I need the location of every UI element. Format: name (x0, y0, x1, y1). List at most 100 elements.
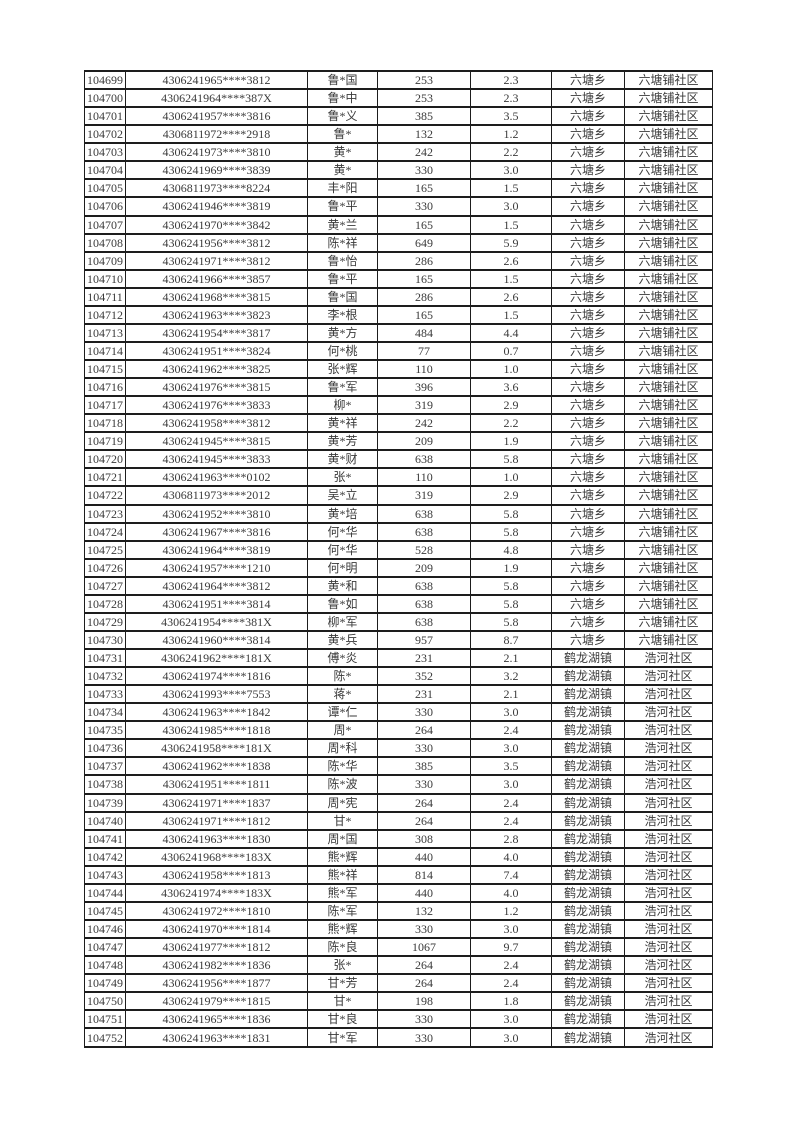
cell-amount: 264 (377, 792, 471, 813)
cell-name: 黄*方 (307, 322, 378, 343)
table-row: 104712 4306241963****3823 李*根 165 1.5 六塘乡 六塘铺社… (84, 304, 713, 325)
cell-serial-number: 104717 (84, 395, 126, 416)
cell-serial-number: 104749 (84, 973, 126, 994)
cell-name: 黄*培 (307, 503, 378, 524)
cell-rate: 5.8 (470, 503, 552, 524)
cell-community: 六塘铺社区 (624, 250, 713, 271)
cell-serial-number: 104730 (84, 629, 126, 651)
cell-masked-id: 4306241973****3810 (125, 142, 308, 163)
cell-name: 鲁*怡 (307, 250, 378, 271)
table-row: 104721 4306241963****0102 张* 110 1.0 六塘乡 六塘铺社区 (84, 467, 713, 488)
cell-rate: 3.5 (470, 106, 552, 127)
cell-serial-number: 104716 (84, 377, 126, 398)
cell-township: 鹤龙湖镇 (551, 810, 625, 831)
cell-township: 鹤龙湖镇 (551, 1027, 625, 1048)
cell-name: 黄*兰 (307, 214, 378, 235)
cell-serial-number: 104736 (84, 738, 126, 759)
cell-community: 浩河社区 (624, 1009, 713, 1030)
cell-amount: 264 (377, 810, 471, 831)
cell-name: 甘* (307, 810, 378, 831)
cell-serial-number: 104721 (84, 467, 126, 488)
cell-amount: 253 (377, 88, 471, 109)
cell-name: 何*华 (307, 521, 378, 542)
cell-community: 六塘铺社区 (624, 593, 713, 614)
cell-township: 鹤龙湖镇 (551, 720, 625, 741)
cell-serial-number: 104734 (84, 702, 126, 723)
table-row: 104704 4306241969****3839 黄* 330 3.0 六塘乡 六塘铺社区 (84, 160, 713, 181)
cell-rate: 1.0 (470, 467, 552, 488)
table-row: 104710 4306241966****3857 鲁*平 165 1.5 六塘乡 六塘铺社… (84, 268, 713, 289)
cell-rate: 3.0 (470, 774, 552, 795)
table-row: 104723 4306241952****3810 黄*培 638 5.8 六塘乡 六塘铺社… (84, 503, 713, 524)
cell-rate: 5.8 (470, 521, 552, 542)
cell-amount: 440 (377, 882, 471, 903)
cell-township: 六塘乡 (551, 467, 625, 488)
cell-rate: 1.5 (470, 268, 552, 289)
cell-township: 鹤龙湖镇 (551, 666, 625, 687)
cell-masked-id: 4306241954****381X (125, 611, 308, 632)
cell-name: 陈*祥 (307, 232, 378, 253)
cell-rate: 2.4 (470, 792, 552, 813)
table-row: 104752 4306241963****1831 甘*军 330 3.0 鹤龙湖镇 浩河社… (84, 1027, 713, 1048)
cell-masked-id: 4306241958****1813 (125, 864, 308, 885)
cell-masked-id: 4306241958****181X (125, 738, 308, 759)
cell-community: 六塘铺社区 (624, 160, 713, 181)
cell-rate: 3.0 (470, 1027, 552, 1048)
cell-amount: 165 (377, 268, 471, 289)
cell-township: 六塘乡 (551, 142, 625, 163)
cell-masked-id: 4306241951****3814 (125, 593, 308, 614)
cell-serial-number: 104706 (84, 196, 126, 217)
cell-township: 六塘乡 (551, 485, 625, 506)
cell-name: 黄*芳 (307, 431, 378, 452)
cell-serial-number: 104727 (84, 575, 126, 596)
cell-masked-id: 4306241970****3842 (125, 214, 308, 235)
cell-serial-number: 104744 (84, 882, 126, 903)
cell-community: 浩河社区 (624, 1027, 713, 1048)
cell-serial-number: 104704 (84, 160, 126, 181)
cell-rate: 2.2 (470, 142, 552, 163)
table-row: 104729 4306241954****381X 柳*军 638 5.8 六塘乡 六塘铺社… (84, 611, 713, 632)
cell-masked-id: 4306241963****1831 (125, 1027, 308, 1048)
cell-masked-id: 4306241963****1842 (125, 702, 308, 723)
cell-serial-number: 104739 (84, 792, 126, 813)
cell-amount: 528 (377, 539, 471, 560)
cell-name: 甘*军 (307, 1027, 378, 1048)
cell-name: 陈* (307, 666, 378, 687)
cell-community: 浩河社区 (624, 684, 713, 705)
cell-serial-number: 104715 (84, 358, 126, 380)
cell-name: 何*明 (307, 557, 378, 578)
table-row: 104735 4306241985****1818 周* 264 2.4 鹤龙湖镇 浩河社区 (84, 720, 713, 741)
cell-serial-number: 104752 (84, 1027, 126, 1048)
cell-masked-id: 4306241951****3824 (125, 340, 308, 362)
table-row: 104731 4306241962****181X 傅*炎 231 2.1 鹤龙湖镇 浩河社… (84, 647, 713, 669)
cell-name: 陈*波 (307, 774, 378, 795)
cell-masked-id: 4306241967****3816 (125, 521, 308, 542)
cell-amount: 484 (377, 322, 471, 343)
table-row: 104749 4306241956****1877 甘*芳 264 2.4 鹤龙湖镇 浩河社… (84, 973, 713, 994)
cell-serial-number: 104709 (84, 250, 126, 271)
cell-amount: 165 (377, 178, 471, 199)
cell-masked-id: 4306241966****3857 (125, 268, 308, 289)
table-row: 104747 4306241977****1812 陈*良 1067 9.7 鹤龙湖镇 浩河… (84, 936, 713, 958)
cell-rate: 1.2 (470, 900, 552, 921)
cell-masked-id: 4306241979****1815 (125, 991, 308, 1012)
cell-township: 鹤龙湖镇 (551, 846, 625, 867)
cell-masked-id: 4306241964****387X (125, 88, 308, 109)
cell-masked-id: 4306241976****3815 (125, 377, 308, 398)
cell-masked-id: 4306241965****3812 (125, 69, 308, 91)
cell-community: 浩河社区 (624, 882, 713, 903)
cell-community: 浩河社区 (624, 846, 713, 867)
cell-township: 六塘乡 (551, 539, 625, 560)
cell-amount: 957 (377, 629, 471, 651)
cell-township: 鹤龙湖镇 (551, 918, 625, 940)
cell-name: 鲁*义 (307, 106, 378, 127)
cell-community: 六塘铺社区 (624, 340, 713, 362)
cell-community: 六塘铺社区 (624, 521, 713, 542)
cell-community: 浩河社区 (624, 864, 713, 885)
table-row: 104722 4306811973****2012 吴*立 319 2.9 六塘乡 六塘铺社… (84, 485, 713, 506)
cell-name: 黄* (307, 160, 378, 181)
cell-serial-number: 104738 (84, 774, 126, 795)
table-row: 104742 4306241968****183X 熊*辉 440 4.0 鹤龙湖镇 浩河社… (84, 846, 713, 867)
table-row: 104725 4306241964****3819 何*华 528 4.8 六塘乡 六塘铺社… (84, 539, 713, 560)
cell-township: 鹤龙湖镇 (551, 882, 625, 903)
